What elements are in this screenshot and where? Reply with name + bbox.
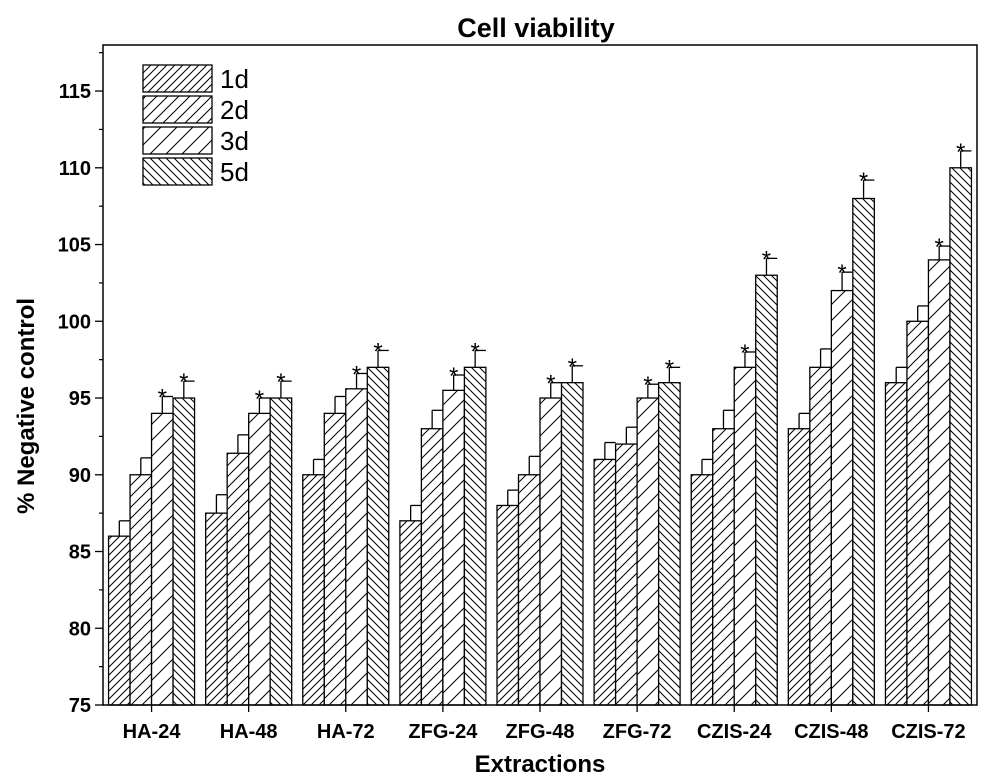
significance-marker: *: [255, 386, 264, 413]
significance-marker: *: [373, 338, 382, 365]
x-tick-label: CZIS-48: [794, 721, 868, 743]
bar-zfg-72-5d: [657, 382, 681, 706]
x-tick-label: HA-48: [220, 721, 278, 743]
significance-marker: *: [568, 354, 577, 381]
bar-ha-72-1d: [302, 474, 325, 706]
bar-zfg-24-2d: [420, 428, 444, 706]
bar-zfg-24-5d: [463, 366, 487, 706]
bar-czis-24-5d: [755, 274, 778, 706]
y-tick-label: 100: [58, 311, 91, 333]
bar-zfg-24-1d: [399, 520, 423, 706]
legend-label-2d: 2d: [220, 95, 249, 125]
bar-zfg-72-3d: [636, 397, 660, 706]
bar-czis-72-5d: [949, 167, 973, 706]
significance-marker: *: [158, 384, 167, 411]
bar-ha-72-3d: [345, 388, 368, 706]
significance-marker: *: [546, 371, 555, 398]
significance-marker: *: [179, 369, 188, 396]
bar-czis-72-2d: [906, 320, 930, 706]
x-axis-label: Extractions: [475, 751, 606, 776]
bar-ha-24-3d: [150, 412, 174, 706]
x-tick-label: ZFG-24: [408, 721, 478, 743]
legend-swatch-2d: [142, 95, 213, 124]
bar-czis-48-2d: [809, 366, 832, 706]
y-tick-label: 75: [69, 695, 91, 717]
bar-zfg-72-1d: [593, 458, 617, 706]
bar-ha-24-1d: [107, 535, 131, 706]
bar-zfg-48-5d: [560, 382, 584, 706]
significance-marker: *: [859, 168, 868, 195]
x-tick-label: HA-72: [317, 721, 375, 743]
legend-label-3d: 3d: [220, 126, 249, 156]
bar-czis-72-3d: [927, 259, 951, 706]
y-tick-label: 105: [58, 235, 91, 257]
bar-ha-72-2d: [323, 412, 347, 706]
legend-swatch-1d: [142, 64, 213, 93]
significance-marker: *: [276, 369, 285, 396]
y-tick-label: 80: [69, 618, 91, 640]
x-tick-label: CZIS-72: [891, 721, 965, 743]
bar-zfg-24-3d: [442, 389, 466, 706]
legend-swatch-5d: [142, 157, 213, 186]
bar-ha-48-2d: [226, 452, 250, 706]
legend-swatch-3d: [142, 126, 213, 155]
bar-ha-48-3d: [248, 412, 271, 706]
chart-title: Cell viability: [457, 13, 615, 43]
significance-marker: *: [665, 355, 674, 382]
y-tick-label: 90: [69, 465, 91, 487]
bar-czis-48-3d: [830, 289, 854, 706]
plot-area: * * HA-24 * * HA-48 * * HA-72 * * ZFG-24 * * ZFG-48 * * Z…: [58, 44, 978, 743]
significance-marker: *: [449, 363, 458, 390]
bar-ha-48-1d: [205, 512, 228, 706]
x-tick-label: CZIS-24: [697, 721, 772, 743]
y-tick-label: 95: [69, 388, 91, 410]
x-tick-label: ZFG-48: [506, 721, 575, 743]
bar-czis-48-5d: [852, 197, 875, 706]
x-tick-label: ZFG-72: [603, 721, 672, 743]
bar-zfg-48-3d: [539, 397, 563, 706]
bar-czis-48-1d: [787, 428, 811, 706]
bar-ha-72-5d: [366, 366, 390, 706]
bar-zfg-48-1d: [496, 504, 520, 706]
bar-ha-48-5d: [269, 397, 293, 706]
plot-frame: [102, 44, 978, 706]
bar-czis-24-3d: [733, 366, 757, 706]
y-tick-label: 85: [69, 542, 91, 564]
significance-marker: *: [935, 234, 944, 261]
bar-czis-24-1d: [690, 474, 714, 706]
bar-czis-72-1d: [884, 382, 908, 706]
significance-marker: *: [643, 372, 652, 399]
significance-marker: *: [837, 260, 846, 287]
bar-ha-24-5d: [172, 397, 196, 706]
significance-marker: *: [740, 340, 749, 367]
bar-czis-24-2d: [712, 428, 735, 706]
bar-ha-24-2d: [129, 474, 153, 706]
significance-marker: *: [470, 338, 479, 365]
x-tick-label: HA-24: [123, 721, 182, 743]
significance-marker: *: [352, 361, 361, 388]
significance-marker: *: [956, 139, 965, 166]
legend-label-5d: 5d: [220, 157, 249, 187]
y-tick-label: 110: [59, 158, 91, 180]
y-axis-label: % Negative control: [13, 298, 40, 514]
y-tick-label: 115: [59, 81, 91, 103]
bar-zfg-48-2d: [517, 474, 541, 706]
significance-marker: *: [762, 246, 771, 273]
legend-label-1d: 1d: [220, 64, 249, 94]
bar-zfg-72-2d: [614, 443, 638, 706]
